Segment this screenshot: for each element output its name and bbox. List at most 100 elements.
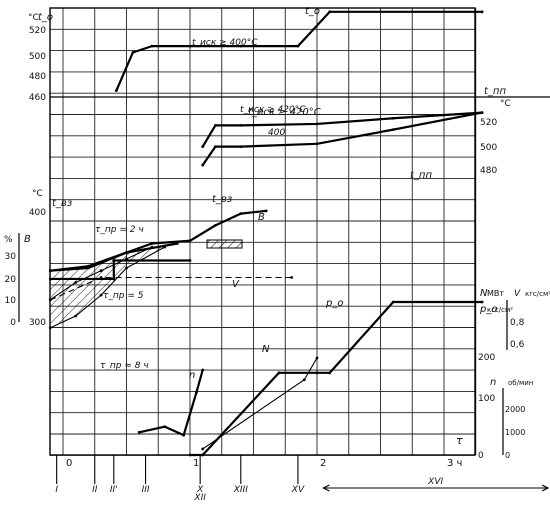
annotation-0: t_иск ≥ 400°C [192, 38, 258, 48]
bypass-bar [206, 239, 243, 249]
series-2-point-0 [201, 163, 205, 167]
series-3-point-6 [239, 212, 243, 215]
series-5-point-2 [99, 269, 103, 273]
series-10-point-1 [302, 378, 306, 382]
annotation-2: 400 [268, 128, 285, 138]
right-unit-p: кгс/см² [487, 306, 513, 314]
right-tick-tpp-2: 480 [480, 166, 497, 176]
series-6-point-4 [163, 245, 167, 249]
left-tick-B-0: 30 [5, 252, 17, 262]
series-2-point-4 [391, 128, 395, 132]
left-tick-tvz-1: 300 [29, 318, 46, 328]
left-label-to: t_o [38, 12, 53, 23]
series-7-point-1 [112, 277, 116, 281]
right-label-n: n [490, 377, 496, 388]
series-3-point-3 [150, 242, 154, 245]
right-tick-n-0: 2000 [505, 405, 525, 414]
series-6-point-2 [99, 293, 103, 297]
series-9-point-6 [480, 300, 484, 304]
series-line-0 [115, 10, 483, 92]
left-tick-B-2: 10 [5, 296, 17, 306]
series-label-1: t_иск ≥ 420°C [248, 107, 321, 118]
marker-1: II [92, 485, 98, 495]
series-11-point-3 [194, 391, 198, 395]
marker-7: XV [291, 485, 305, 495]
annotation-4: τ_пр = 5 [103, 291, 144, 301]
series-9-point-2 [277, 371, 281, 375]
right-tick-V-1: 0,6 [510, 340, 525, 350]
series-3-point-5 [214, 223, 217, 227]
left-tick-B-1: 20 [5, 275, 17, 285]
series-8-point-0 [48, 298, 52, 302]
right-tick-tpp-0: 520 [480, 118, 497, 128]
left-label-tvz: t_вз [52, 198, 72, 209]
marker-6: XIII [233, 485, 248, 495]
left-unit-to: °C [28, 13, 39, 23]
series-label-7: p_o [325, 298, 343, 309]
chart-labels: t_o t_иск ≥ 420°C t_пп t_вз B V Np_on t_иск ≥ 4… [95, 6, 432, 381]
series-line-7 [50, 259, 190, 281]
series-7-point-0 [48, 277, 52, 281]
right-unit-n: об/мин [508, 379, 533, 387]
series-label-0: t_o [305, 6, 320, 17]
series-5-point-4 [150, 245, 154, 249]
series-label-8: n [189, 370, 195, 381]
series-label-2: t_пп [410, 170, 432, 181]
left-tick-to-3: 460 [29, 93, 46, 103]
right-tick-tpp-1: 500 [480, 143, 497, 153]
series-4-point-2 [125, 251, 128, 254]
annotation-5: τ_пр ≈ 8 ч [100, 361, 149, 371]
right-tick-N-0: 200 [478, 353, 495, 363]
x-axis-label: τ [456, 434, 463, 447]
series-0-point-6 [328, 10, 332, 14]
left-tick-to-2: 480 [29, 72, 46, 82]
marker-5: XII [193, 493, 206, 503]
series-line-1 [201, 111, 483, 148]
left-tick-to-1: 500 [29, 52, 46, 62]
series-0-point-2 [150, 44, 154, 48]
x-tick-3: 3 ч [447, 458, 462, 469]
series-11-point-1 [163, 425, 167, 429]
left-tick-tvz-0: 400 [29, 208, 46, 218]
marker-2: II' [110, 485, 118, 495]
right-label-N: N [480, 288, 488, 299]
marker-0: I [55, 485, 58, 495]
marker-4: X [196, 485, 204, 495]
series-11-point-2 [182, 433, 186, 437]
series-2-point-2 [239, 145, 243, 149]
series-10-point-0 [201, 447, 205, 451]
left-unit-tvz: °C [32, 189, 43, 199]
right-unit-N: МВт [487, 289, 504, 298]
left-unit-B: % [4, 235, 13, 245]
right-label-V: V [514, 289, 521, 299]
series-9-point-1 [201, 453, 205, 457]
series-6-point-1 [74, 314, 78, 318]
x-tick-2: 2 [320, 458, 326, 469]
series-0-point-7 [480, 10, 484, 14]
series-7-point-2 [112, 259, 116, 262]
right-tick-N-1: 100 [478, 394, 495, 404]
right-unit-tpp: °C [500, 99, 511, 109]
series-0-point-5 [296, 44, 300, 48]
right-tick-V-0: 0,8 [510, 318, 525, 328]
left-tick-B-3: 0 [10, 318, 16, 328]
series-label-4: B [258, 212, 265, 223]
series-2-point-3 [315, 142, 319, 146]
series-9-point-3 [315, 371, 319, 375]
series-11-point-0 [137, 430, 141, 434]
annotation-3: τ_пр = 2 ч [95, 225, 144, 235]
chart-series [48, 10, 484, 457]
series-0-point-3 [188, 44, 192, 48]
series-9-point-0 [188, 453, 192, 457]
series-8-point-1 [99, 276, 103, 279]
series-10-point-2 [315, 356, 319, 360]
series-0-point-0 [114, 89, 118, 93]
series-0-point-1 [131, 51, 135, 54]
plot-frame [49, 7, 476, 456]
series-9-point-5 [391, 300, 395, 304]
series-line-3 [50, 209, 267, 272]
right-unit-V: кгс/см² [525, 290, 550, 298]
series-1-point-1 [214, 123, 217, 127]
